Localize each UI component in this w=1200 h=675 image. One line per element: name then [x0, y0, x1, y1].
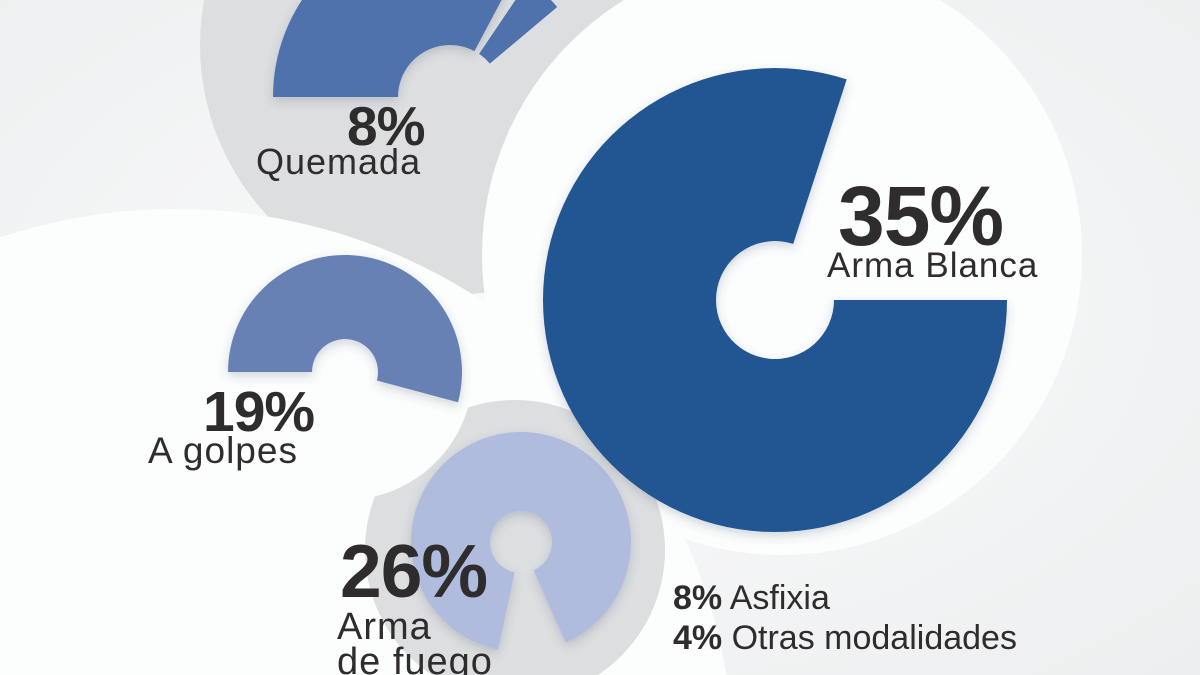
golpes-segment: [228, 254, 462, 403]
quemada-segment: [273, 0, 502, 97]
quemada-segment-tail: [479, 0, 558, 64]
asfixia-percent-label: 8%: [673, 579, 723, 617]
arma-blanca-donut: [543, 68, 1007, 533]
legend-asfixia: 8% Asfixia: [673, 581, 830, 615]
blanca-percent-label: 35%: [838, 169, 1004, 263]
quemada-percent-label: 8%: [347, 95, 425, 157]
otras-name-label: Otras modalidades: [731, 619, 1017, 657]
fuego-name-line2: de fuego: [337, 641, 493, 675]
otras-percent-label: 4%: [673, 619, 723, 657]
asfixia-name-label: Asfixia: [729, 579, 830, 617]
fuego-name-line1: Arma: [337, 606, 432, 648]
blanca-name-label: Arma Blanca: [827, 246, 1039, 285]
golpes-percent-label: 19%: [203, 380, 315, 444]
quemada-name-label: Quemada: [256, 141, 422, 182]
golpes-name-label: A golpes: [148, 430, 298, 471]
fuego-percent-label: 26%: [340, 529, 488, 613]
fuego-name-label: Arma de fuego: [337, 606, 493, 675]
legend-otras: 4% Otras modalidades: [673, 621, 1017, 655]
arma-fuego-segment: [410, 432, 631, 650]
